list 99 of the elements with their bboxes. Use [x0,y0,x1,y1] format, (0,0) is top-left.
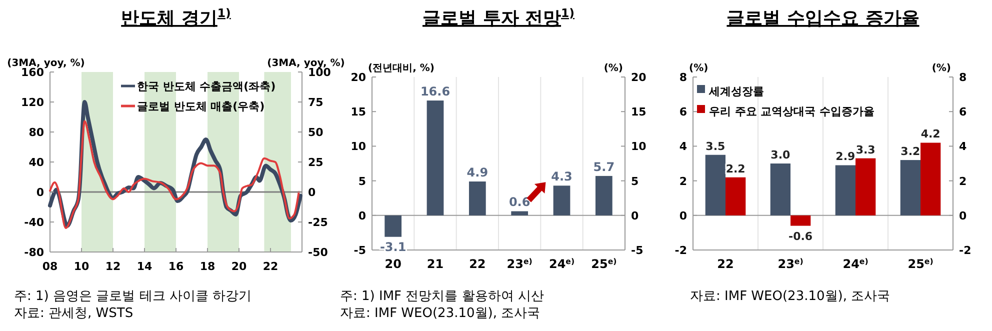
y2-tick-label: -5 [631,244,644,257]
x-tick-label: 14 [136,260,152,273]
bar [790,215,811,226]
y-tick-label: 80 [28,126,44,139]
y-tick-label: 0 [679,209,688,222]
y-axis-title: (3MA, yoy, %) [7,58,85,69]
x-tick-label: 25$^{e)}$ [908,256,934,271]
bar [553,186,570,216]
y-tick-label: 8 [679,71,687,84]
x-tick-label: 24$^{e)}$ [548,256,575,271]
y-tick-label: 4 [679,140,688,154]
y-tick-label: 20 [350,71,366,84]
legend-label: 한국 반도체 수출금액(좌축) [137,80,276,93]
y2-tick-label: 0 [959,209,967,222]
x-tick-label: 10 [74,260,90,273]
legend-label: 세계성장률 [708,85,764,98]
data-label: 3.5 [706,140,726,153]
bar [856,158,876,216]
x-tick-label: 22 [262,260,278,273]
line-series [49,120,300,229]
x-tick-label: 16 [168,260,184,273]
x-tick-label: 18 [200,260,216,273]
y2-tick-label: -2 [959,244,972,257]
y2-tick-label: 75 [308,96,324,109]
data-label: 2.2 [726,162,746,176]
y-tick-label: -2 [674,244,687,257]
y-tick-label: 0 [36,186,44,199]
y-tick-label: -80 [24,246,44,259]
text: 자료: 관세청, WSTS [14,306,134,321]
y-tick-label: 6 [679,106,688,119]
y2-tick-label: 0 [308,186,316,199]
y2-tick-label: -50 [308,246,328,259]
data-label: 4.9 [466,165,488,180]
y2-tick-label: 4 [959,140,967,154]
x-tick-label: 20 [231,260,247,273]
x-tick-label: 22 [717,257,734,271]
data-label: 3.0 [770,148,791,162]
y2-tick-label: 20 [631,71,647,84]
y2-tick-label: 0 [631,209,639,222]
y2-tick-label: 50 [308,126,324,139]
y-tick-label: 120 [21,96,44,109]
x-tick-label: 12 [105,260,121,273]
y-tick-label: 10 [350,140,366,154]
legend-label: 우리 주요 교역상대국 수입증가율 [709,105,874,118]
data-label: 5.7 [593,160,615,174]
y-tick-label: -40 [24,216,44,229]
bar [770,164,790,216]
bar [705,154,726,216]
data-label: 3.3 [856,143,876,156]
data-label: 16.6 [420,84,450,99]
x-tick-label: 08 [42,260,58,273]
data-label: 2.9 [836,150,856,164]
bar [920,142,941,216]
y2-tick-label: 2 [959,174,967,188]
bar [384,215,402,237]
y2-axis-title: (3MA, yoy, %) [267,58,345,69]
y-tick-label: 40 [28,156,44,169]
y-tick-label: -5 [354,244,366,257]
y2-tick-label: 6 [959,106,967,119]
bar [835,165,856,216]
y-axis-title: (%) [689,63,708,74]
data-label: 4.3 [551,170,572,184]
text: 주: 1) IMF 전망치를 활용하여 시산 [340,289,544,304]
y-tick-label: 2 [679,174,687,188]
y-axis-title: (전년대비, %) [368,63,434,74]
x-tick-label: 23$^{e)}$ [778,256,804,271]
bar [468,181,486,216]
text: 자료: IMF WEO(23.10월), 조사국 [690,289,890,304]
x-tick-label: 20 [384,257,402,271]
x-tick-label: 25$^{e)}$ [591,256,617,271]
text: 주: 1) 음영은 글로벌 테크 사이클 하강기 [14,289,252,304]
y2-axis-title: (%) [932,63,951,74]
y2-tick-label: -25 [308,216,328,229]
data-label: 0.6 [508,195,530,210]
data-label: 3.2 [900,145,920,158]
bar [426,100,444,216]
y2-tick-label: 15 [631,106,646,119]
y2-tick-label: 10 [631,140,647,154]
y2-axis-title: (%) [604,63,623,74]
text: 자료: IMF WEO(23.10월), 조사국 [340,306,540,321]
data-label: 4.2 [920,128,940,141]
x-tick-label: 22 [469,257,486,271]
x-tick-label: 21 [426,257,444,271]
bar [595,176,612,216]
y-tick-label: 5 [358,174,366,188]
x-tick-label: 23$^{e)}$ [506,256,532,271]
y-tick-label: 0 [358,209,366,222]
y2-tick-label: 25 [308,156,324,169]
legend-label: 글로벌 반도체 매출(우축) [137,100,265,113]
y2-tick-label: 5 [631,174,639,188]
bar [726,177,746,216]
bar [900,160,920,216]
data-label: -0.6 [788,230,813,243]
y-tick-label: 15 [350,106,366,119]
y-tick-label: 160 [21,66,44,79]
bar [511,211,528,216]
y2-tick-label: 100 [308,66,332,79]
x-tick-label: 24$^{e)}$ [842,256,868,271]
y2-tick-label: 8 [959,71,967,84]
